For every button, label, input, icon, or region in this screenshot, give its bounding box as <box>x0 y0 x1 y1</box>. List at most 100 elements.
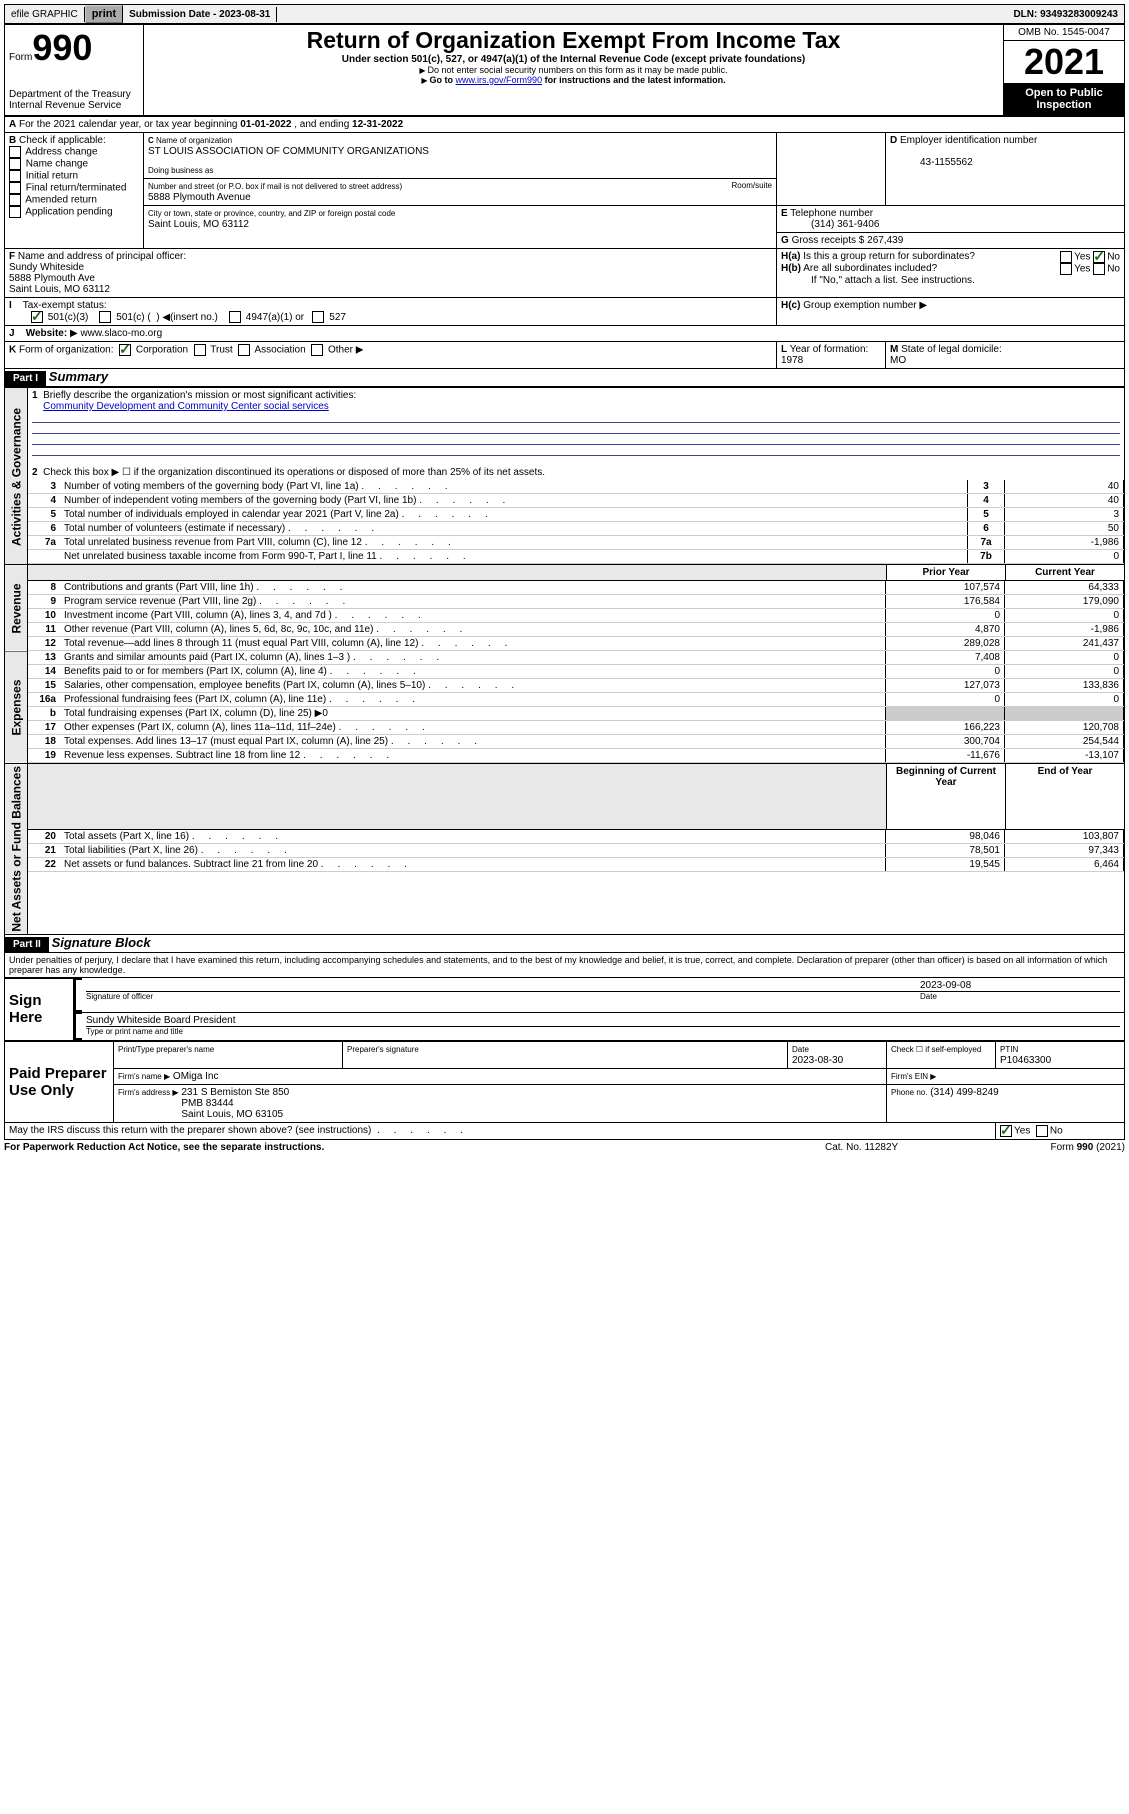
corp-checkbox[interactable] <box>119 344 131 356</box>
hb-no-checkbox[interactable] <box>1093 263 1105 275</box>
paid-preparer-label: Paid Preparer Use Only <box>5 1042 114 1123</box>
paperwork-notice: For Paperwork Reduction Act Notice, see … <box>4 1142 324 1153</box>
firm-name: OMiga Inc <box>173 1071 219 1082</box>
tax-year: 2021 <box>1004 41 1124 83</box>
part1-subtitle: Summary <box>49 369 108 384</box>
box-g-letter: G <box>781 235 789 246</box>
summary-row: 15 Salaries, other compensation, employe… <box>28 679 1124 693</box>
boxb-checkbox[interactable] <box>9 182 21 194</box>
box-j-letter: J <box>9 328 15 339</box>
prep-date: 2023-08-30 <box>792 1055 843 1066</box>
assoc-checkbox[interactable] <box>238 344 250 356</box>
sign-here-label: Sign Here <box>5 978 74 1041</box>
box-f-letter: F <box>9 251 15 262</box>
top-bar: efile GRAPHIC print Submission Date - 20… <box>4 4 1125 24</box>
side-revenue: Revenue <box>5 565 28 652</box>
open-public-badge: Open to Public Inspection <box>1004 83 1124 115</box>
other-checkbox[interactable] <box>311 344 323 356</box>
domicile-state: MO <box>890 355 906 366</box>
hb-yes-checkbox[interactable] <box>1060 263 1072 275</box>
submission-date-cell: Submission Date - 2023-08-31 <box>123 7 277 22</box>
part1-table: Activities & Governance 1 Briefly descri… <box>4 387 1125 935</box>
street-address: 5888 Plymouth Avenue <box>148 192 251 203</box>
form-note-1: Do not enter social security numbers on … <box>148 65 999 75</box>
side-netassets: Net Assets or Fund Balances <box>5 764 28 935</box>
box-hc-letter: H(c) <box>781 300 800 311</box>
boxb-checkbox[interactable] <box>9 170 21 182</box>
boxb-checkbox[interactable] <box>9 146 21 158</box>
boxb-checkbox[interactable] <box>9 206 21 218</box>
summary-row: Net unrelated business taxable income fr… <box>28 550 1124 564</box>
officer-addr1: 5888 Plymouth Ave <box>9 273 95 284</box>
officer-name: Sundy Whiteside <box>9 262 84 273</box>
box-l-letter: L <box>781 344 787 355</box>
form-header-table: Form990 Department of the Treasury Inter… <box>4 24 1125 116</box>
form-title: Return of Organization Exempt From Incom… <box>148 27 999 54</box>
summary-row: 6 Total number of volunteers (estimate i… <box>28 522 1124 536</box>
efile-label: efile GRAPHIC <box>5 7 85 22</box>
form-label: Form <box>9 52 32 63</box>
part2-subtitle: Signature Block <box>52 935 151 950</box>
501c3-checkbox[interactable] <box>31 311 43 323</box>
omb-label: OMB No. 1545-0047 <box>1004 25 1124 41</box>
perjury-declaration: Under penalties of perjury, I declare th… <box>4 953 1125 978</box>
trust-checkbox[interactable] <box>194 344 206 356</box>
summary-row: 19 Revenue less expenses. Subtract line … <box>28 749 1124 763</box>
officer-sig-name: Sundy Whiteside Board President <box>86 1015 1120 1027</box>
firm-phone: (314) 499-8249 <box>930 1087 998 1098</box>
summary-row: 3 Number of voting members of the govern… <box>28 480 1124 494</box>
box-c-letter: C <box>148 136 154 145</box>
summary-row: 20 Total assets (Part X, line 16) 98,046… <box>28 830 1124 844</box>
box-d-letter: D <box>890 135 897 146</box>
summary-row: 22 Net assets or fund balances. Subtract… <box>28 857 1124 871</box>
mission-link[interactable]: Community Development and Community Cent… <box>43 401 329 412</box>
gross-receipts: 267,439 <box>867 235 903 246</box>
discuss-no-checkbox[interactable] <box>1036 1125 1048 1137</box>
dln-cell: DLN: 93493283009243 <box>1007 7 1124 22</box>
summary-row: b Total fundraising expenses (Part IX, c… <box>28 707 1124 721</box>
website-url: www.slaco-mo.org <box>80 328 162 339</box>
signature-table: Sign Here 2023-09-08 Signature of office… <box>4 978 1125 1042</box>
box-i-letter: I <box>9 300 12 311</box>
box-hb-letter: H(b) <box>781 263 801 274</box>
preparer-table: Paid Preparer Use Only Print/Type prepar… <box>4 1041 1125 1140</box>
527-checkbox[interactable] <box>312 311 324 323</box>
summary-row: 21 Total liabilities (Part X, line 26) 7… <box>28 843 1124 857</box>
ha-no-checkbox[interactable] <box>1093 251 1105 263</box>
box-m-letter: M <box>890 344 898 355</box>
summary-row: 8 Contributions and grants (Part VIII, l… <box>28 581 1124 595</box>
box-ha-letter: H(a) <box>781 251 800 262</box>
irs-link[interactable]: www.irs.gov/Form990 <box>456 75 543 85</box>
org-info-table: A For the 2021 calendar year, or tax yea… <box>4 116 1125 369</box>
boxb-checkbox[interactable] <box>9 158 21 170</box>
summary-row: 13 Grants and similar amounts paid (Part… <box>28 651 1124 665</box>
year-formation: 1978 <box>781 355 803 366</box>
phone: (314) 361-9406 <box>811 219 879 230</box>
dept-label: Department of the Treasury <box>9 89 139 100</box>
org-name: ST LOUIS ASSOCIATION OF COMMUNITY ORGANI… <box>148 146 429 157</box>
ein: 43-1155562 <box>920 157 973 168</box>
summary-row: 17 Other expenses (Part IX, column (A), … <box>28 721 1124 735</box>
4947-checkbox[interactable] <box>229 311 241 323</box>
501c-checkbox[interactable] <box>99 311 111 323</box>
summary-row: 12 Total revenue—add lines 8 through 11 … <box>28 637 1124 651</box>
box-e-letter: E <box>781 208 788 219</box>
form-note-2: Go to www.irs.gov/Form990 for instructio… <box>148 75 999 85</box>
box-a-letter: A <box>9 119 16 130</box>
ptin: P10463300 <box>1000 1055 1051 1066</box>
part2-header: Part II <box>5 937 49 952</box>
irs-label: Internal Revenue Service <box>9 100 139 111</box>
firm-address: 231 S Bemiston Ste 850 PMB 83444 Saint L… <box>181 1087 289 1120</box>
summary-row: 7a Total unrelated business revenue from… <box>28 536 1124 550</box>
form-990-number: 990 <box>32 27 92 68</box>
discuss-yes-checkbox[interactable] <box>1000 1125 1012 1137</box>
summary-row: 10 Investment income (Part VIII, column … <box>28 609 1124 623</box>
print-button[interactable]: print <box>85 5 123 23</box>
box-k-letter: K <box>9 345 16 356</box>
box-b-letter: B <box>9 135 16 146</box>
officer-addr2: Saint Louis, MO 63112 <box>9 284 110 295</box>
form-subtitle: Under section 501(c), 527, or 4947(a)(1)… <box>148 54 999 65</box>
summary-row: 18 Total expenses. Add lines 13–17 (must… <box>28 735 1124 749</box>
boxb-checkbox[interactable] <box>9 194 21 206</box>
ha-yes-checkbox[interactable] <box>1060 251 1072 263</box>
